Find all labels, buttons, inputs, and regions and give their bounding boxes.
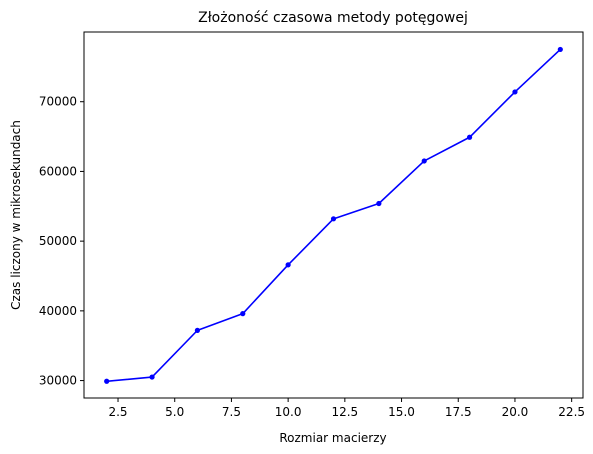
data-point [104, 378, 110, 384]
x-axis: 2.5 5.0 7.5 10.0 12.5 15.0 17.5 20.0 22.5 [108, 398, 585, 419]
x-tick-label: 12.5 [331, 405, 358, 419]
data-point [285, 262, 291, 268]
data-point [376, 200, 382, 207]
y-axis: 30000 40000 50000 60000 70000 [39, 95, 84, 388]
y-tick-label: 60000 [39, 164, 77, 178]
x-tick-label: 15.0 [388, 405, 415, 419]
data-point [512, 89, 518, 95]
y-axis-label: Czas liczony w mikrosekundach [9, 120, 23, 310]
data-point [466, 134, 473, 140]
x-tick-label: 17.5 [445, 405, 472, 419]
y-tick-label: 70000 [39, 95, 77, 109]
chart-title: Złożoność czasowa metody potęgowej [198, 10, 468, 26]
y-tick-label: 30000 [39, 374, 77, 388]
plot-area [83, 31, 584, 399]
x-tick-label: 7.5 [222, 405, 241, 419]
x-tick-label: 5.0 [165, 405, 184, 419]
x-tick-label: 22.5 [558, 405, 585, 419]
data-point [330, 216, 337, 222]
data-point [194, 327, 201, 333]
series-layer [104, 46, 563, 384]
x-tick-label: 10.0 [275, 405, 302, 419]
x-tick-label: 20.0 [502, 405, 529, 419]
y-tick-label: 50000 [39, 234, 77, 248]
data-point [240, 311, 246, 317]
x-axis-label: Rozmiar macierzy [279, 431, 386, 445]
data-point [149, 374, 155, 380]
x-tick-label: 2.5 [108, 405, 127, 419]
y-tick-label: 40000 [39, 304, 77, 318]
data-point [421, 158, 427, 164]
data-point [557, 46, 563, 53]
